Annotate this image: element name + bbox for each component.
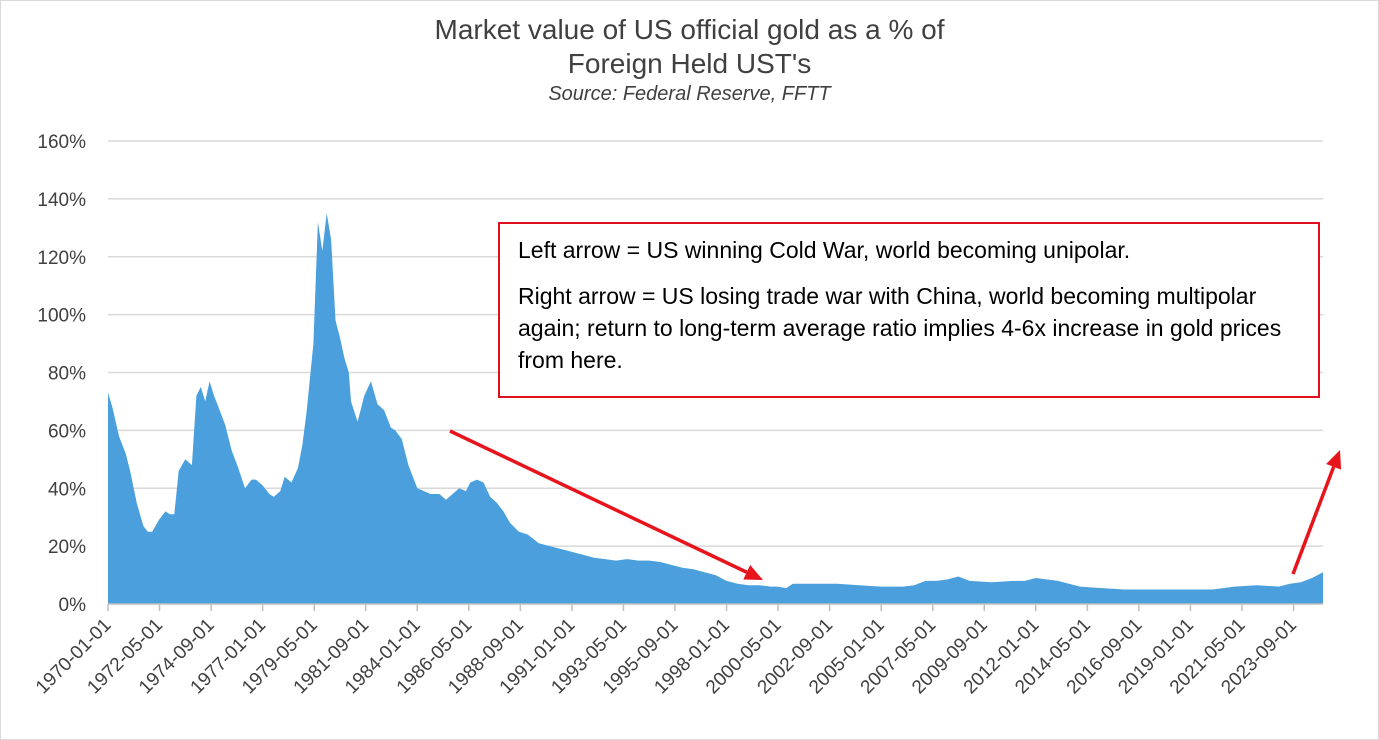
chart-title-line1: Market value of US official gold as a % … bbox=[434, 14, 945, 45]
chart-subtitle: Source: Federal Reserve, FFTT bbox=[548, 83, 831, 105]
y-tick-label: 100% bbox=[37, 306, 86, 327]
right-arrow bbox=[1291, 450, 1342, 575]
y-tick-label: 40% bbox=[48, 479, 86, 500]
annotation-line2: Right arrow = US losing trade war with C… bbox=[518, 283, 1282, 373]
left-arrow bbox=[449, 429, 763, 580]
y-tick-label: 140% bbox=[37, 190, 86, 211]
y-tick-label: 60% bbox=[48, 421, 86, 442]
chart-title-line2: Foreign Held UST's bbox=[567, 48, 812, 79]
y-tick-label: 20% bbox=[48, 537, 86, 558]
y-tick-label: 80% bbox=[48, 364, 86, 385]
y-tick-label: 160% bbox=[37, 132, 86, 153]
annotation-box: Left arrow = US winning Cold War, world … bbox=[498, 222, 1320, 398]
y-tick-label: 120% bbox=[37, 248, 86, 269]
annotation-line1: Left arrow = US winning Cold War, world … bbox=[518, 237, 1131, 263]
series-area bbox=[108, 213, 1323, 605]
y-tick-label: 0% bbox=[59, 595, 87, 616]
